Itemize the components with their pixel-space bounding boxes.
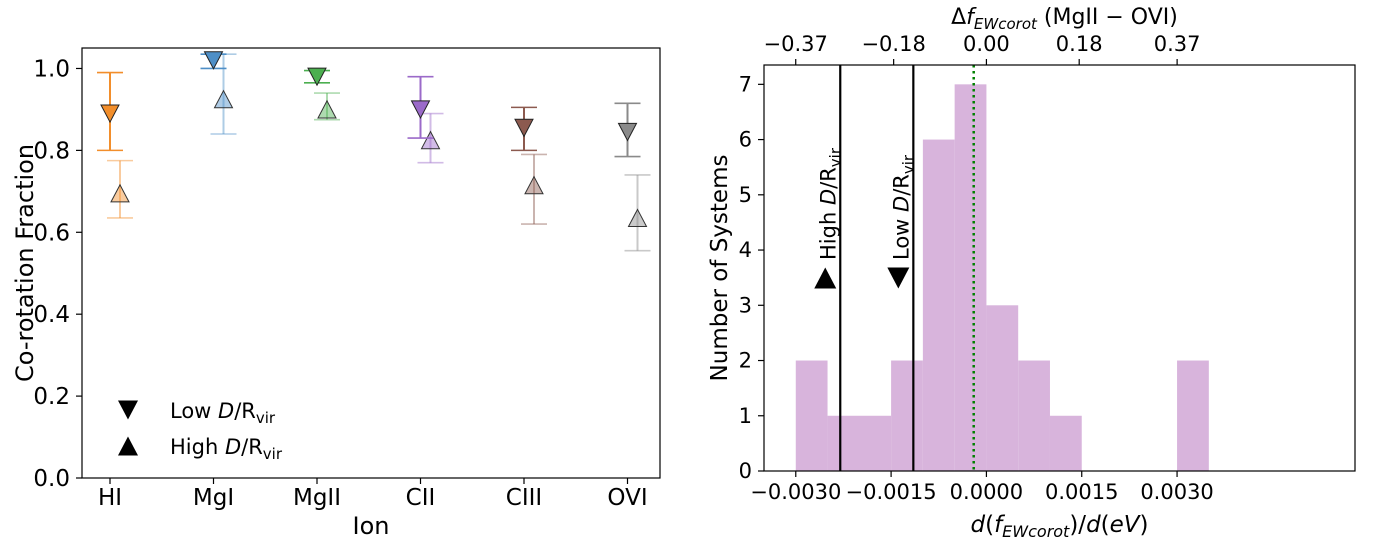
- histogram-bar: [891, 360, 923, 471]
- right-top-x-tick-label: 0.18: [1056, 32, 1103, 56]
- left-x-tick-label: OVI: [607, 485, 647, 511]
- right-top-x-tick-label: −0.18: [861, 32, 925, 56]
- legend-high-marker: [118, 436, 138, 456]
- histogram-bar: [1177, 360, 1209, 471]
- left-plot-frame: [81, 47, 661, 479]
- left-x-tick-label: MgII: [293, 485, 341, 511]
- low-point: [307, 67, 327, 87]
- high-point: [524, 175, 544, 195]
- left-y-tick-label: 0.0: [33, 466, 70, 492]
- right-y-tick-label: 3: [739, 293, 752, 317]
- right-plot-frame: [763, 64, 1356, 472]
- low-d-rvir-line-label: Low D/Rvir: [889, 154, 917, 260]
- high-point: [213, 89, 234, 109]
- histogram-panel: High D/Rvir Low D/Rvir 0 1 2 3 4 5 6 7 −0.0030 −0.0…: [707, 5, 1356, 541]
- left-x-tick-label: CII: [406, 485, 436, 511]
- right-top-x-axis-label: ΔfEWcorot (MgII − OVI): [951, 5, 1178, 33]
- histogram-bar: [922, 139, 955, 472]
- high-d-rvir-line-label: High D/Rvir: [816, 147, 844, 260]
- right-x-tick-label: −0.0030: [750, 480, 841, 504]
- high-point: [317, 99, 337, 119]
- histogram-bar: [1018, 360, 1050, 471]
- right-y-tick-label: 0: [739, 459, 752, 483]
- right-x-axis-label: d(fEWcorot)/d(eV): [970, 512, 1148, 541]
- high-d-rvir-marker: [814, 267, 837, 289]
- histogram-bar: [986, 305, 1019, 471]
- left-y-axis-label: Co-rotation Fraction: [11, 144, 39, 382]
- low-point: [514, 118, 534, 138]
- high-point: [627, 208, 648, 228]
- low-d-rvir-marker: [887, 267, 910, 289]
- right-y-tick-label: 7: [739, 72, 752, 96]
- corotation-fraction-panel: 0.0 0.2 0.4 0.6 0.8 1.0 HI MgI MgII CII CIII OVI Ion…: [11, 47, 661, 540]
- right-x-tick-label: 0.0030: [1140, 480, 1213, 504]
- low-point: [617, 122, 638, 142]
- right-y-tick-label: 2: [739, 349, 752, 373]
- histogram-bar: [954, 84, 987, 471]
- left-y-tick-label: 0.2: [33, 384, 70, 410]
- legend-low-label: Low D/Rvir: [170, 399, 276, 427]
- left-y-tick-label: 1.0: [33, 56, 70, 82]
- right-y-tick-label: 5: [739, 183, 752, 207]
- right-x-tick-label: 0.0000: [950, 480, 1023, 504]
- right-y-tick-label: 4: [739, 238, 752, 262]
- legend-low-marker: [118, 400, 138, 420]
- low-point: [410, 100, 431, 120]
- histogram-bar: [827, 415, 892, 471]
- right-y-tick-label: 1: [739, 404, 752, 428]
- right-x-tick-label: −0.0015: [846, 480, 937, 504]
- left-y-tick-label: 0.6: [33, 220, 70, 246]
- histogram-bar: [795, 360, 828, 471]
- right-y-tick-label: 6: [739, 128, 752, 152]
- right-top-x-tick-label: 0.00: [963, 32, 1010, 56]
- right-y-axis-label: Number of Systems: [707, 155, 733, 382]
- left-x-tick-label: CIII: [506, 485, 542, 511]
- high-point: [420, 130, 441, 150]
- right-x-tick-label: 0.0015: [1045, 480, 1118, 504]
- right-top-x-tick-label: −0.37: [764, 32, 828, 56]
- left-x-tick-label: MgI: [193, 485, 234, 511]
- low-point: [203, 51, 224, 70]
- histogram-bar: [1049, 415, 1082, 471]
- right-plot-background: [764, 65, 1355, 471]
- legend-high-label: High D/Rvir: [170, 435, 283, 463]
- high-point: [110, 183, 130, 203]
- left-y-tick-label: 0.8: [33, 138, 70, 164]
- left-x-tick-label: HI: [98, 485, 122, 511]
- low-point: [100, 104, 120, 124]
- left-x-axis-label: Ion: [353, 512, 390, 540]
- left-y-tick-label: 0.4: [33, 302, 70, 328]
- right-top-x-tick-label: 0.37: [1154, 32, 1201, 56]
